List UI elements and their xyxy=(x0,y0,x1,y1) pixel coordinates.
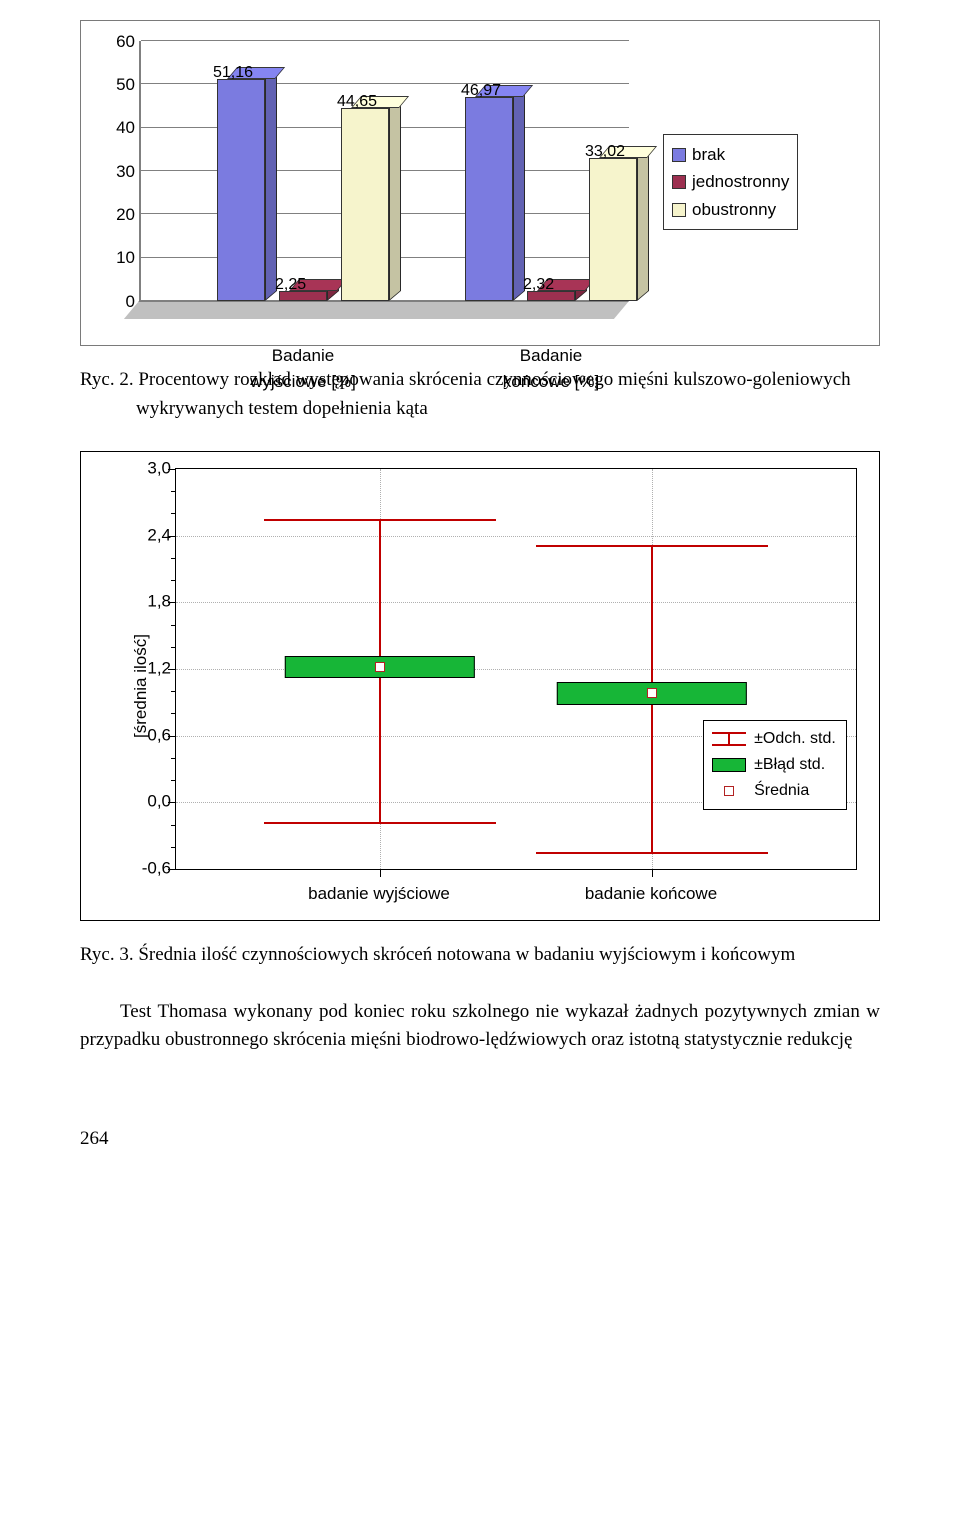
bar-value-label: 33,02 xyxy=(585,140,625,164)
bar-chart-figure: Badanie wyjściowe [%]Badanie końcowe [%]… xyxy=(80,20,880,346)
bar: 33,02 xyxy=(589,158,637,301)
legend-item: ±Odch. std. xyxy=(754,727,836,751)
legend-item: Średnia xyxy=(754,779,809,803)
x-category-label: badanie wyjściowe xyxy=(308,881,450,907)
y-tick-label: 1,8 xyxy=(137,589,171,615)
legend-swatch-jednostronny xyxy=(672,175,686,189)
legend-item: ±Błąd std. xyxy=(754,753,825,777)
y-tick-label: 20 xyxy=(109,202,135,228)
y-tick-label: 1,2 xyxy=(137,655,171,681)
y-tick-label: 0,0 xyxy=(137,789,171,815)
y-tick-label: 2,4 xyxy=(137,522,171,548)
bar: 2,32 xyxy=(527,291,575,301)
y-tick-label: 40 xyxy=(109,115,135,141)
legend-swatch-brak xyxy=(672,148,686,162)
y-tick-label: -0,6 xyxy=(137,855,171,881)
x-category-label: Badanie końcowe [%] xyxy=(445,343,657,394)
bar-value-label: 44,65 xyxy=(337,90,377,114)
bar-chart-legend: brak jednostronny obustronny xyxy=(663,134,798,231)
legend-label-jednostronny: jednostronny xyxy=(692,169,789,195)
bar-value-label: 2,32 xyxy=(523,273,554,297)
y-tick-label: 60 xyxy=(109,28,135,54)
figure-3-caption: Ryc. 3. Średnia ilość czynnościowych skr… xyxy=(80,941,880,970)
legend-label-brak: brak xyxy=(692,142,725,168)
y-tick-label: 30 xyxy=(109,158,135,184)
legend-label-obustronny: obustronny xyxy=(692,197,776,223)
bar-value-label: 51,16 xyxy=(213,61,253,85)
bar: 46,97 xyxy=(465,97,513,301)
plot-floor xyxy=(124,301,629,319)
boxplot-figure: [średnia ilość] -0,60,00,61,21,82,43,0ba… xyxy=(80,451,880,921)
boxplot-legend: ±Odch. std.±Błąd std.Średnia xyxy=(703,720,847,810)
x-category-label: badanie końcowe xyxy=(585,881,717,907)
y-tick-label: 10 xyxy=(109,245,135,271)
legend-swatch-obustronny xyxy=(672,203,686,217)
x-category-label: Badanie wyjściowe [%] xyxy=(197,343,409,394)
body-paragraph: Test Thomasa wykonany pod koniec roku sz… xyxy=(80,998,880,1055)
bar: 44,65 xyxy=(341,108,389,301)
bar-value-label: 46,97 xyxy=(461,79,501,103)
y-tick-label: 0,6 xyxy=(137,722,171,748)
page-number: 264 xyxy=(80,1125,880,1154)
bar-chart-plot: Badanie wyjściowe [%]Badanie końcowe [%]… xyxy=(89,27,649,337)
y-tick-label: 3,0 xyxy=(137,455,171,481)
bar: 2,25 xyxy=(279,291,327,301)
bar-value-label: 2,25 xyxy=(275,273,306,297)
y-tick-label: 0 xyxy=(109,288,135,314)
bar: 51,16 xyxy=(217,79,265,301)
y-tick-label: 50 xyxy=(109,72,135,98)
